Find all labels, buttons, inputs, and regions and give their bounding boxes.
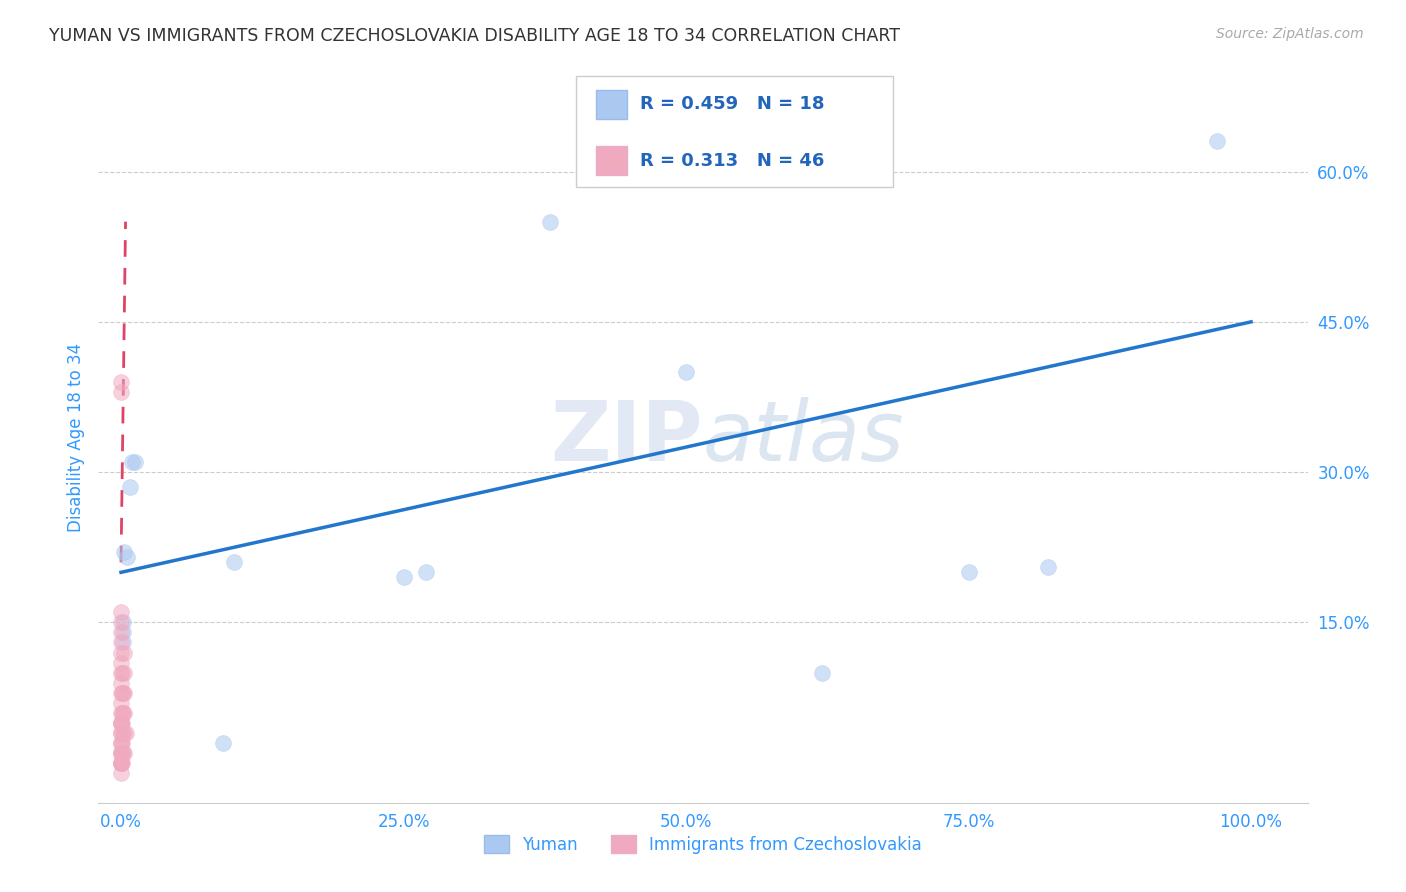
Point — [112, 706, 135, 720]
Point — [112, 685, 135, 699]
Y-axis label: Disability Age 18 to 34: Disability Age 18 to 34 — [66, 343, 84, 532]
Point — [538, 214, 561, 228]
Point — [110, 756, 132, 770]
Point — [110, 765, 132, 780]
Point — [112, 635, 135, 649]
Point — [110, 746, 132, 760]
Point — [112, 545, 135, 559]
Point — [110, 725, 132, 739]
Point — [110, 756, 132, 770]
Point — [415, 566, 437, 580]
Point — [110, 715, 132, 730]
Text: Source: ZipAtlas.com: Source: ZipAtlas.com — [1216, 27, 1364, 41]
Point — [110, 665, 132, 680]
Point — [112, 746, 135, 760]
Point — [112, 646, 135, 660]
Point — [110, 736, 132, 750]
Point — [211, 736, 233, 750]
Point — [112, 625, 135, 640]
Point — [111, 715, 134, 730]
Point — [110, 696, 132, 710]
Point — [115, 550, 138, 565]
Point — [111, 746, 134, 760]
Point — [110, 746, 132, 760]
Point — [110, 756, 132, 770]
Point — [110, 375, 132, 389]
Point — [110, 646, 132, 660]
Text: R = 0.459   N = 18: R = 0.459 N = 18 — [640, 95, 824, 113]
Point — [112, 746, 135, 760]
Point — [114, 725, 136, 739]
Point — [1206, 135, 1229, 149]
Point — [111, 706, 134, 720]
Point — [110, 615, 132, 630]
Point — [110, 685, 132, 699]
Text: YUMAN VS IMMIGRANTS FROM CZECHOSLOVAKIA DISABILITY AGE 18 TO 34 CORRELATION CHAR: YUMAN VS IMMIGRANTS FROM CZECHOSLOVAKIA … — [49, 27, 900, 45]
Point — [124, 455, 146, 469]
Point — [675, 365, 697, 379]
Point — [110, 675, 132, 690]
Point — [222, 555, 245, 569]
Point — [120, 480, 142, 494]
Point — [121, 455, 143, 469]
Point — [111, 756, 134, 770]
Point — [110, 706, 132, 720]
Point — [110, 656, 132, 670]
Point — [392, 570, 415, 584]
Point — [110, 756, 132, 770]
Text: R = 0.313   N = 46: R = 0.313 N = 46 — [640, 152, 824, 169]
Point — [112, 706, 135, 720]
Point — [810, 665, 832, 680]
Point — [110, 715, 132, 730]
Point — [111, 736, 134, 750]
Point — [112, 685, 135, 699]
Point — [110, 736, 132, 750]
Point — [110, 635, 132, 649]
Point — [110, 384, 132, 399]
Point — [110, 715, 132, 730]
Point — [112, 615, 135, 630]
Text: ZIP: ZIP — [551, 397, 703, 477]
Point — [112, 665, 135, 680]
Point — [112, 725, 135, 739]
Legend: Yuman, Immigrants from Czechoslovakia: Yuman, Immigrants from Czechoslovakia — [477, 829, 929, 860]
Point — [110, 725, 132, 739]
Point — [957, 566, 980, 580]
Point — [110, 625, 132, 640]
Point — [1036, 560, 1059, 574]
Point — [111, 685, 134, 699]
Point — [112, 725, 135, 739]
Text: atlas: atlas — [703, 397, 904, 477]
Point — [110, 606, 132, 620]
Point — [110, 746, 132, 760]
Point — [111, 665, 134, 680]
